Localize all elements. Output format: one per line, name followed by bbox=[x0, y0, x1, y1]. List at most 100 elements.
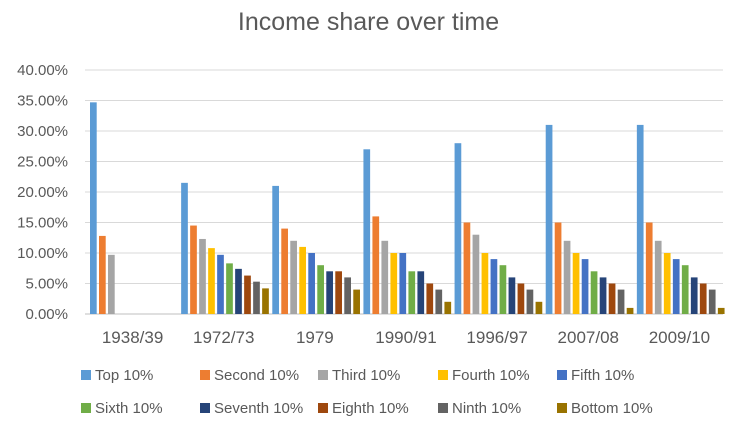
bar bbox=[381, 240, 389, 314]
bar bbox=[617, 289, 625, 314]
bar bbox=[545, 124, 553, 315]
bar bbox=[444, 301, 452, 314]
bar bbox=[590, 271, 598, 314]
bar bbox=[326, 271, 333, 314]
legend-label: Second 10% bbox=[214, 367, 299, 384]
bar bbox=[181, 182, 188, 314]
bar bbox=[517, 283, 525, 314]
bar bbox=[645, 222, 653, 314]
bar bbox=[636, 124, 644, 315]
legend-swatch bbox=[81, 370, 91, 380]
bar bbox=[190, 225, 197, 314]
x-tick-label: 1972/73 bbox=[193, 328, 254, 347]
bar bbox=[626, 307, 634, 314]
bar bbox=[699, 283, 707, 314]
bar bbox=[308, 253, 315, 314]
bar bbox=[90, 102, 97, 314]
y-tick-label: 40.00% bbox=[17, 62, 68, 79]
bar bbox=[481, 253, 489, 314]
bar bbox=[253, 281, 260, 314]
legend-label: Bottom 10% bbox=[571, 400, 653, 417]
legend: Top 10% Second 10% Third 10% Fourth 10% Fift… bbox=[81, 367, 653, 417]
legend-item: Sixth 10% bbox=[81, 400, 163, 417]
legend-swatch bbox=[81, 403, 91, 413]
bar bbox=[235, 268, 242, 314]
legend-label: Sixth 10% bbox=[95, 400, 163, 417]
y-axis-ticks: 0.00% 5.00% 10.00% 15.00% 20.00% 25.00% 30.00%… bbox=[17, 62, 68, 323]
bar bbox=[262, 288, 269, 314]
legend-swatch bbox=[438, 403, 448, 413]
bar bbox=[372, 216, 380, 314]
legend-item: Fourth 10% bbox=[438, 367, 530, 384]
bar bbox=[663, 253, 671, 314]
legend-item: Eighth 10% bbox=[318, 400, 409, 417]
legend-item: Fifth 10% bbox=[557, 367, 634, 384]
y-tick-label: 10.00% bbox=[17, 245, 68, 262]
bar bbox=[435, 289, 443, 314]
bar bbox=[690, 277, 698, 314]
y-tick-label: 30.00% bbox=[17, 123, 68, 140]
legend-swatch bbox=[318, 403, 328, 413]
legend-swatch bbox=[438, 370, 448, 380]
bar bbox=[563, 240, 571, 314]
bar bbox=[108, 254, 115, 314]
bar bbox=[217, 254, 224, 314]
bar bbox=[708, 289, 716, 314]
y-tick-label: 20.00% bbox=[17, 184, 68, 201]
bar bbox=[426, 283, 434, 314]
bar bbox=[290, 240, 297, 314]
bar bbox=[335, 271, 342, 314]
legend-item: Third 10% bbox=[318, 367, 400, 384]
bar bbox=[608, 283, 616, 314]
legend-label: Ninth 10% bbox=[452, 400, 521, 417]
legend-label: Seventh 10% bbox=[214, 400, 303, 417]
legend-swatch bbox=[318, 370, 328, 380]
bar bbox=[572, 253, 580, 314]
legend-item: Seventh 10% bbox=[200, 400, 303, 417]
y-tick-label: 0.00% bbox=[25, 306, 68, 323]
bar bbox=[208, 248, 215, 314]
bars bbox=[90, 102, 725, 315]
x-tick-label: 1990/91 bbox=[375, 328, 436, 347]
legend-label: Fifth 10% bbox=[571, 367, 634, 384]
legend-item: Second 10% bbox=[200, 367, 299, 384]
bar bbox=[317, 265, 324, 314]
x-tick-label: 1996/97 bbox=[466, 328, 527, 347]
bar bbox=[408, 271, 416, 314]
bar bbox=[526, 289, 534, 314]
bar bbox=[353, 289, 360, 314]
bar bbox=[199, 238, 206, 314]
bar bbox=[454, 143, 462, 314]
legend-item: Bottom 10% bbox=[557, 400, 653, 417]
legend-label: Third 10% bbox=[332, 367, 400, 384]
y-tick-label: 25.00% bbox=[17, 154, 68, 171]
bar bbox=[363, 149, 371, 314]
bar bbox=[554, 222, 562, 314]
legend-swatch bbox=[557, 370, 567, 380]
bar bbox=[681, 265, 689, 314]
bar bbox=[535, 301, 543, 314]
bar bbox=[272, 185, 279, 314]
bar bbox=[463, 222, 471, 314]
bar bbox=[344, 277, 351, 314]
legend-label: Eighth 10% bbox=[332, 400, 409, 417]
bar bbox=[472, 234, 480, 314]
bar bbox=[244, 275, 251, 314]
legend-swatch bbox=[557, 403, 567, 413]
bar bbox=[581, 259, 589, 314]
bar bbox=[599, 277, 607, 314]
bar bbox=[99, 235, 106, 314]
x-tick-label: 2007/08 bbox=[558, 328, 619, 347]
y-tick-label: 35.00% bbox=[17, 93, 68, 110]
bar bbox=[508, 277, 516, 314]
legend-item: Top 10% bbox=[81, 367, 153, 384]
bar bbox=[390, 253, 398, 314]
y-tick-label: 15.00% bbox=[17, 215, 68, 232]
x-tick-label: 1938/39 bbox=[102, 328, 163, 347]
legend-label: Fourth 10% bbox=[452, 367, 530, 384]
bar bbox=[654, 240, 662, 314]
bar bbox=[417, 271, 425, 314]
bar bbox=[717, 307, 725, 314]
legend-label: Top 10% bbox=[95, 367, 153, 384]
